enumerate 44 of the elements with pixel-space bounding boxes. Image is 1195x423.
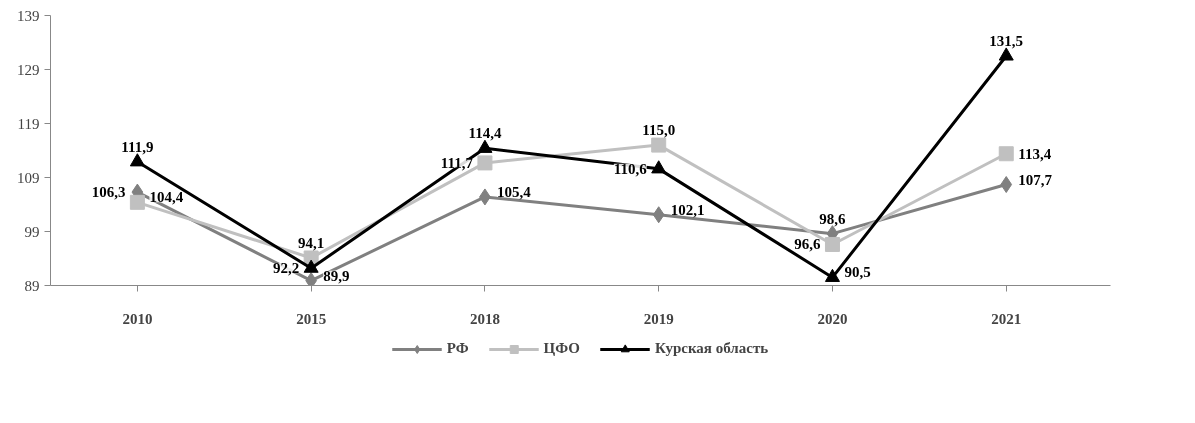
- y-tick-label: 109: [17, 169, 40, 186]
- y-tick-label: 89: [24, 277, 40, 294]
- data-label: 98,6: [819, 210, 847, 227]
- data-label: 114,4: [468, 125, 502, 142]
- point: [824, 268, 840, 282]
- x-tick-label: 2018: [469, 310, 500, 327]
- data-label: 110,6: [613, 160, 648, 177]
- point: [305, 272, 317, 286]
- point: [998, 146, 1014, 162]
- point: [651, 160, 667, 174]
- point: [477, 155, 493, 171]
- legend-label: ЦФО: [543, 340, 580, 357]
- legend-label: РФ: [446, 340, 469, 357]
- point: [652, 206, 665, 224]
- data-label: 105,4: [496, 183, 532, 200]
- x-tick-label: 2021: [991, 310, 1022, 327]
- data-label: 111,9: [121, 138, 154, 155]
- data-label: 94,1: [298, 234, 325, 251]
- x-tick-label: 2019: [643, 310, 674, 327]
- y-tick-label: 99: [24, 223, 40, 240]
- point: [651, 137, 667, 153]
- x-tick-label: 2015: [296, 310, 327, 327]
- x-tick-label: 2020: [817, 310, 848, 327]
- point: [129, 194, 145, 210]
- y-tick-label: 119: [17, 115, 40, 132]
- point: [1000, 176, 1013, 194]
- data-label: 106,3: [91, 184, 126, 201]
- data-label: 111,7: [440, 154, 474, 171]
- data-label: 131,5: [989, 33, 1024, 49]
- data-label: 115,0: [642, 122, 676, 139]
- point: [824, 236, 840, 252]
- data-label: 89,9: [323, 267, 350, 284]
- legend-label: Курская область: [654, 340, 769, 357]
- y-tick-label: 139: [17, 7, 40, 24]
- x-tick-label: 2010: [122, 310, 153, 327]
- data-label: 107,7: [1018, 171, 1053, 188]
- point: [303, 259, 319, 273]
- data-label: 92,2: [272, 260, 300, 277]
- data-label: 90,5: [844, 264, 871, 281]
- data-label: 102,1: [670, 201, 705, 218]
- data-label: 104,4: [149, 189, 184, 206]
- y-tick-label: 129: [17, 61, 40, 78]
- data-label: 113,4: [1018, 145, 1052, 162]
- data-label: 96,6: [794, 236, 821, 253]
